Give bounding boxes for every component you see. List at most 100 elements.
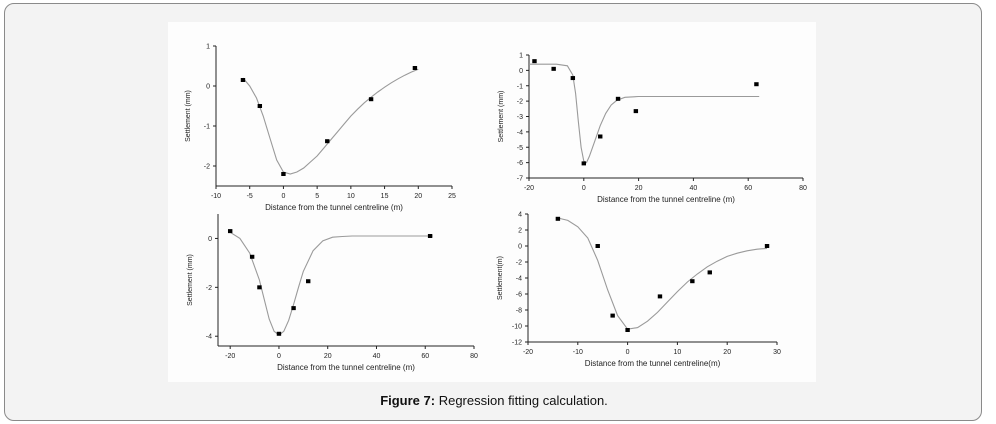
x-tick-label: 0 [281, 193, 285, 200]
y-tick-label: -6 [517, 160, 523, 167]
y-tick-label: -4 [517, 129, 523, 136]
x-tick-label: 40 [373, 353, 381, 360]
x-tick-label: 80 [799, 185, 807, 192]
y-tick-label: 4 [518, 212, 522, 219]
x-tick-label: 80 [470, 353, 478, 360]
x-tick-label: -20 [225, 353, 235, 360]
y-tick-label: -2 [204, 164, 210, 171]
y-tick-label: -10 [512, 324, 522, 331]
x-tick-label: 10 [347, 193, 355, 200]
data-point [427, 234, 433, 238]
x-tick-label: 25 [448, 193, 456, 200]
y-tick-label: 1 [519, 53, 523, 60]
data-point [227, 229, 233, 234]
fit-curve [229, 231, 433, 336]
y-tick-label: -8 [516, 308, 522, 315]
fit-curve [557, 217, 768, 330]
data-point [625, 328, 630, 332]
data-point [581, 161, 586, 166]
x-tick-label: 60 [421, 353, 429, 360]
data-point [610, 313, 615, 318]
y-tick-label: -2 [517, 99, 523, 106]
chart-bottom-right: -20 -10 0 10 20 30 4 2 0 -2 -4 -6 -8 -10 -12 Distance f… [480, 206, 816, 382]
x-tick-label: -10 [573, 349, 583, 356]
x-tick-label: 20 [414, 193, 422, 200]
chart-top-right: -20 0 20 40 60 80 1 0 -1 -2 -3 -4 -5 -6 -7 Distance fro… [480, 22, 816, 205]
data-point [412, 66, 418, 70]
x-tick-label: -20 [524, 185, 534, 192]
fit-curve [529, 63, 760, 164]
y-tick-label: -1 [517, 83, 523, 90]
data-point [325, 139, 330, 144]
data-point [306, 279, 311, 284]
y-tick-label: 0 [518, 244, 522, 251]
y-axis-title: Settlement (mm) [187, 254, 194, 306]
x-tick-label: 40 [690, 185, 698, 192]
x-tick-label: 20 [635, 185, 643, 192]
data-point [657, 294, 663, 299]
x-tick-label: 60 [744, 185, 752, 192]
y-tick-label: -4 [206, 334, 212, 341]
x-tick-label: 15 [381, 193, 389, 200]
data-point [690, 279, 695, 284]
x-tick-label: 10 [674, 349, 682, 356]
y-tick-label: 0 [206, 84, 210, 91]
data-point [595, 244, 600, 248]
data-point [257, 104, 263, 108]
y-tick-label: 1 [206, 44, 210, 51]
y-tick-label: -2 [206, 285, 212, 292]
data-point [249, 254, 255, 259]
caption-label: Figure 7: [380, 393, 436, 408]
y-tick-label: -6 [516, 292, 522, 299]
y-axis-title: Settlement (mm) [498, 91, 505, 143]
y-axis-title: Settlement(m) [497, 256, 504, 300]
fit-curve [242, 68, 419, 175]
figure-caption: Figure 7: Regression fitting calculation… [0, 393, 988, 408]
data-point [615, 96, 621, 101]
y-tick-label: -4 [516, 276, 522, 283]
x-tick-label: 5 [315, 193, 319, 200]
y-tick-label: -2 [516, 260, 522, 267]
x-tick-label: 0 [626, 349, 630, 356]
data-point [570, 76, 576, 81]
figure-image-area: -10 -5 0 5 10 15 20 25 1 0 -1 -2 Distance from the t… [168, 22, 816, 382]
x-axis-title: Distance from the tunnel centreline (m) [265, 203, 403, 212]
data-point [291, 306, 296, 311]
x-tick-label: -10 [211, 193, 221, 200]
y-tick-label: 0 [208, 236, 212, 243]
y-axis-title: Settlement (mm) [185, 90, 192, 142]
data-point [257, 285, 262, 290]
y-tick-label: -3 [517, 114, 523, 121]
chart-top-left: -10 -5 0 5 10 15 20 25 1 0 -1 -2 Distance from the t… [168, 22, 478, 213]
x-tick-label: 30 [773, 349, 781, 356]
data-point [764, 244, 770, 248]
y-tick-label: -7 [517, 176, 523, 183]
y-tick-label: -12 [512, 340, 522, 347]
data-point [633, 109, 639, 114]
x-tick-label: 0 [582, 185, 586, 192]
data-point [281, 172, 286, 176]
x-tick-label: 0 [277, 353, 281, 360]
y-tick-label: -1 [204, 124, 210, 131]
data-point [598, 134, 603, 139]
data-point [368, 97, 374, 102]
data-point [532, 59, 537, 64]
data-point [276, 331, 282, 336]
data-point [555, 216, 561, 221]
data-point [707, 270, 712, 275]
x-tick-label: -5 [247, 193, 253, 200]
x-tick-label: 20 [723, 349, 731, 356]
y-tick-label: 0 [519, 68, 523, 75]
x-axis-title: Distance from the tunnel centreline(m) [585, 359, 721, 368]
y-tick-label: 2 [518, 228, 522, 235]
x-axis-title: Distance from the tunnel centreline (m) [597, 195, 735, 204]
y-tick-label: -5 [517, 145, 523, 152]
data-point [754, 82, 759, 87]
x-axis-title: Distance from the tunnel centreline (m) [277, 363, 415, 372]
data-point [551, 66, 556, 71]
x-tick-label: 20 [324, 353, 332, 360]
chart-bottom-left: -20 0 20 40 60 80 0 -2 -4 Distance from the tunne… [168, 206, 478, 382]
caption-text: Regression fitting calculation. [435, 393, 608, 408]
data-point [240, 78, 246, 82]
x-tick-label: -20 [523, 349, 533, 356]
